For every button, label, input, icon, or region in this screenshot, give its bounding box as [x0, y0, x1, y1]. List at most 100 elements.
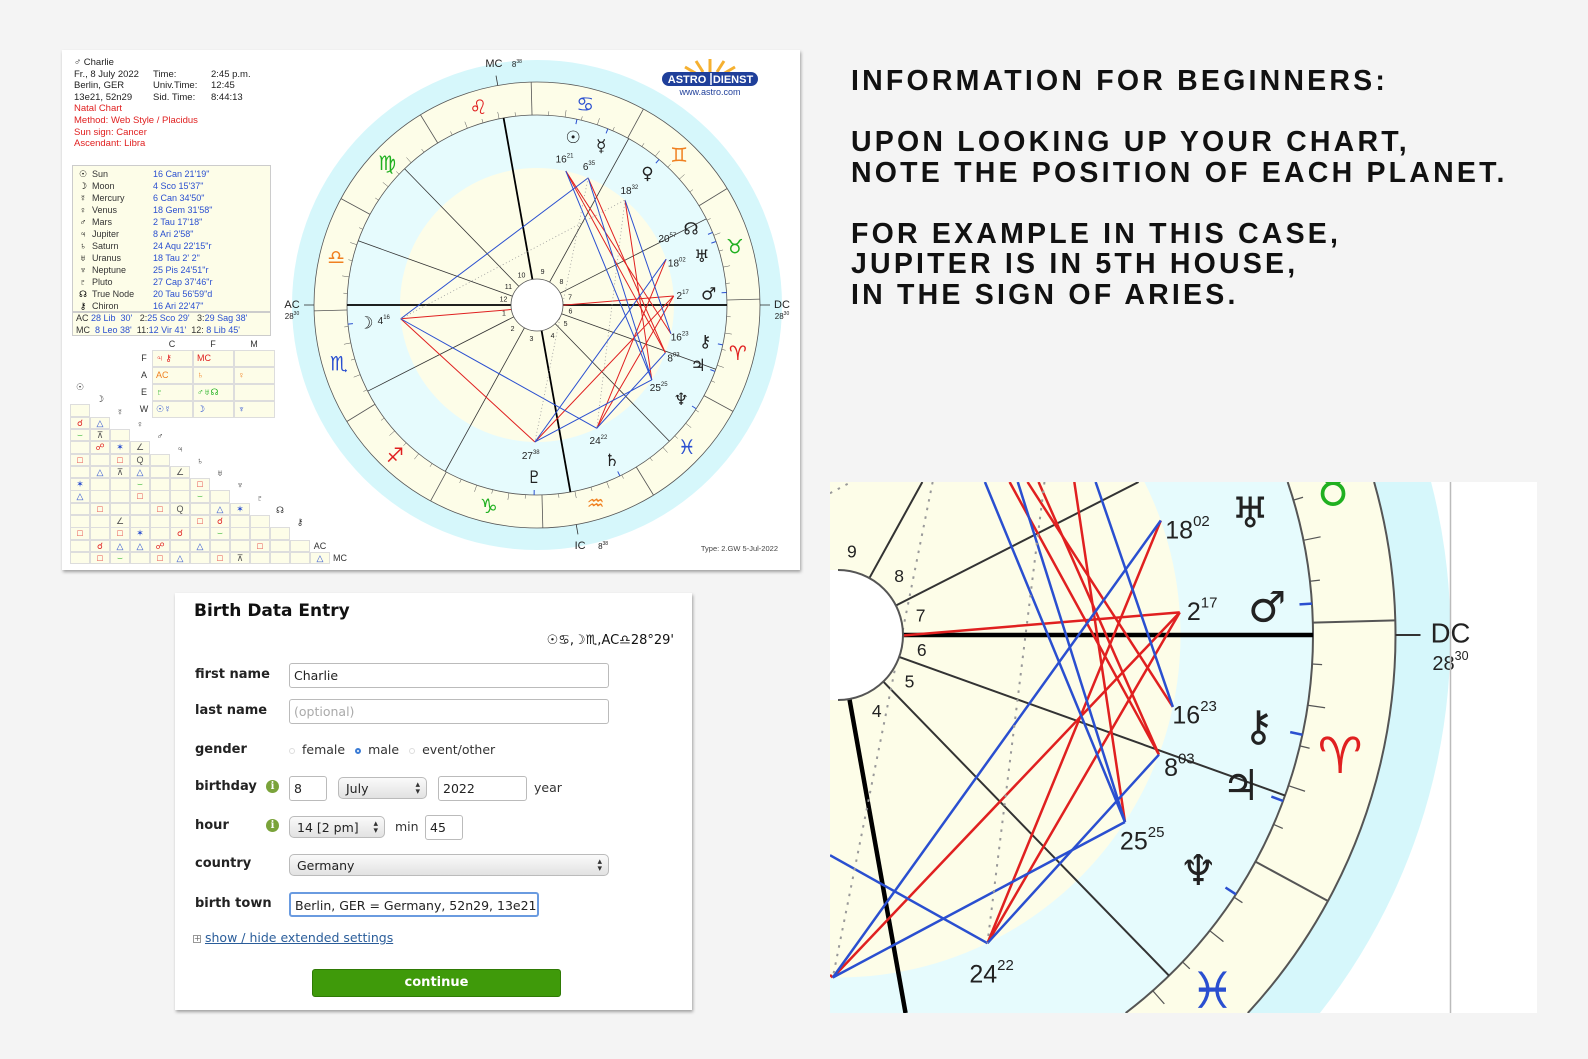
house-cusp-line — [868, 482, 924, 579]
house-key: AC — [76, 313, 89, 323]
aspect-cell — [70, 539, 90, 553]
house-row-2: MC 8 Leo 38' 11:12 Vir 41' 12: 8 Lib 45' — [76, 325, 270, 337]
aspect-cell: △ — [130, 539, 150, 553]
planet-glyph-icon: ♄ — [79, 241, 87, 251]
aspect-cell: □ — [70, 527, 90, 540]
house-cusp-line — [502, 117, 534, 280]
planet-tick — [347, 323, 353, 325]
aspect-cell — [250, 515, 270, 528]
aspect-grid-body-glyph: ☊ — [276, 505, 284, 515]
degree-tick — [1273, 823, 1284, 829]
degree-tick — [1182, 961, 1191, 970]
aspect-grid-body-glyph: ♂ — [156, 431, 164, 442]
degree-tick — [350, 358, 355, 361]
planet-position: 24 Aqu 22'15"r — [153, 241, 212, 251]
planet-row-mars: ♂ Mars 2 Tau 17'18" — [73, 217, 270, 229]
planet-position: 8 Ari 2'58" — [153, 229, 194, 239]
birthday-label: birthday — [195, 779, 257, 794]
hour-label: hour — [195, 818, 229, 833]
select-arrows-icon: ▴ ▾ — [373, 819, 378, 836]
planet-minutes: 02 — [1193, 513, 1210, 530]
planet-position: 16 Can 21'19" — [153, 169, 210, 179]
house-value: 25 Sco 29' — [147, 313, 193, 323]
planet-degree: 1802 — [1165, 513, 1210, 545]
planet-name: Saturn — [92, 241, 119, 251]
planet-tick — [655, 159, 660, 164]
aspect-cell — [230, 515, 250, 528]
first-name-input[interactable]: Charlie — [289, 663, 609, 688]
planet-tick — [1289, 730, 1303, 736]
birth-town-input[interactable]: Berlin, GER = Germany, 52n29, 13e21 — [289, 892, 539, 917]
house-number: 2 — [511, 326, 515, 333]
planet-position: 18 Gem 31'58" — [153, 205, 213, 215]
element-cell: ♃ ⚷ — [152, 350, 193, 367]
house-number: 8 — [894, 566, 904, 586]
angle-label-dc: DC — [774, 299, 790, 311]
angle-label-ac: AC — [284, 299, 299, 311]
aspect-line — [400, 318, 598, 429]
planet-row-saturn: ♄ Saturn 24 Aqu 22'15"r — [73, 241, 270, 253]
aspect-cell: Q — [170, 502, 190, 516]
expand-icon[interactable]: + — [193, 933, 201, 943]
planet-position: 6 Can 34'50" — [153, 193, 205, 203]
planet-name: Venus — [92, 205, 118, 215]
house-area-border — [1125, 482, 1314, 1013]
aspect-cell: □ — [110, 453, 130, 466]
aspect-cell: ⌣ — [210, 527, 230, 540]
sign-boundary — [698, 188, 728, 207]
aspect-cell: ⊼ — [110, 465, 130, 479]
info-icon[interactable]: i — [266, 780, 279, 793]
radio-female[interactable] — [289, 747, 295, 754]
element-cell — [234, 350, 275, 367]
extended-settings-toggle[interactable]: + show / hide extended settings — [193, 930, 393, 945]
aspect-line — [986, 611, 1181, 944]
degree-tick — [695, 409, 699, 413]
aspect-grid-body-glyph: ♀ — [136, 418, 144, 429]
country-select[interactable]: Germany ▴ ▾ — [289, 854, 609, 876]
degree-tick — [706, 218, 711, 221]
planet-chiron-icon: ⚷ — [699, 332, 711, 352]
house-value: 12 Vir 41' — [148, 324, 189, 335]
extended-settings-link[interactable]: show / hide extended settings — [204, 930, 394, 945]
degree-tick — [606, 481, 610, 489]
aspect-line — [1026, 482, 1174, 708]
planet-name: True Node — [92, 289, 135, 299]
gender-female-radio[interactable]: female — [289, 742, 345, 757]
zodiac-sign-icon: ♋ — [576, 92, 594, 116]
angle-degree: 838 — [512, 59, 522, 69]
gender-male-radio[interactable]: male — [355, 742, 399, 757]
aspect-cell — [250, 527, 270, 540]
element-cell: ♂♅☊ — [193, 384, 234, 401]
planet-position: 16 Ari 22'47" — [153, 301, 204, 311]
degree-tick — [464, 121, 468, 129]
select-arrows-icon: ▴ ▾ — [415, 780, 420, 797]
radio-other[interactable] — [409, 747, 416, 754]
house-number: 10 — [518, 272, 526, 279]
continue-button[interactable]: continue — [312, 969, 561, 997]
year-input[interactable]: 2022 — [438, 776, 527, 801]
sign-boundary — [726, 298, 760, 301]
planet-positions-table: ☉ Sun 16 Can 21'19" ☽ Moon 4 Sco 15'37" ☿ Mercu… — [72, 165, 271, 312]
aspect-cell — [150, 527, 170, 540]
hour-select[interactable]: 14 [2 pm] ▴ ▾ — [289, 816, 385, 838]
sign-boundary — [1312, 619, 1396, 624]
astrodienst-logo[interactable]: ASTRO DIENST www.astro.com — [660, 58, 760, 100]
radio-male[interactable] — [355, 747, 362, 754]
aspect-cell: □ — [110, 527, 130, 540]
last-name-input[interactable]: (optional) — [289, 699, 609, 724]
aspect-cell: ✶ — [130, 527, 150, 540]
zodiac-sign-icon: ♓ — [1190, 962, 1235, 1013]
info-icon[interactable]: i — [266, 819, 279, 832]
planet-minutes: 35 — [588, 161, 595, 167]
day-input[interactable]: 8 — [289, 776, 327, 801]
degree-tick — [1309, 579, 1320, 582]
aspect-line — [830, 482, 852, 495]
planet-glyph-icon: ☿ — [79, 193, 87, 203]
logo-left: ASTRO — [668, 74, 707, 86]
minute-input[interactable]: 45 — [425, 815, 463, 840]
house-number: 9 — [847, 541, 857, 561]
house-key: MC — [76, 324, 90, 335]
degree-tick — [1312, 663, 1323, 666]
gender-other-radio[interactable]: event/other — [409, 742, 495, 757]
month-select[interactable]: July ▴ ▾ — [338, 777, 427, 799]
